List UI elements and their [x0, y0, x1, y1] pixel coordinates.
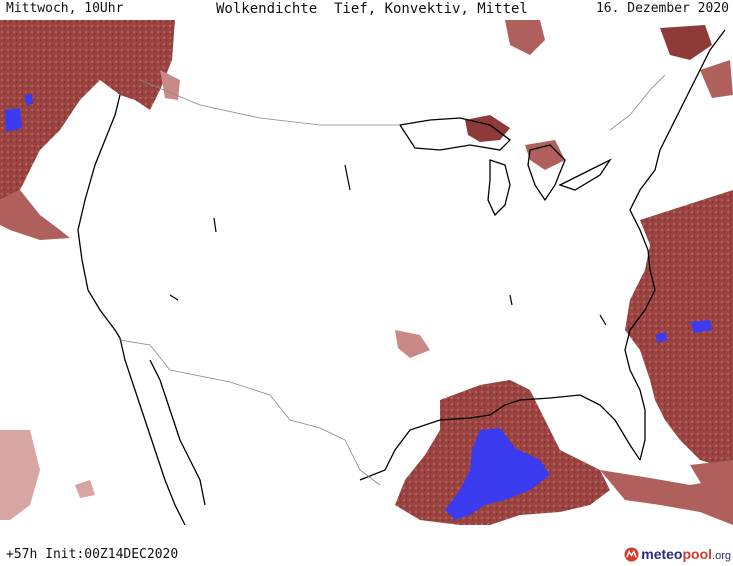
valid-date-label: 16. Dezember 2020 — [595, 1, 729, 16]
valid-day-label: Mittwoch, 10Uhr — [6, 1, 124, 16]
meteopool-logo[interactable]: meteopool.org — [624, 545, 731, 563]
cloud-field-northeast — [505, 20, 733, 98]
map-title: Wolkendichte Tief, Konvektiv, Mittel — [216, 1, 528, 17]
lake-dots — [169, 164, 607, 326]
great-lakes-outline — [398, 117, 612, 217]
model-run-info: +57h Init:00Z14DEC2020 — [6, 547, 179, 562]
coastlines — [77, 29, 726, 526]
cloud-field-nw — [0, 20, 180, 240]
cloud-field-southwest — [0, 430, 95, 520]
meteopool-logo-icon — [624, 546, 639, 562]
political-borders — [119, 74, 666, 486]
cloud-density-map — [0, 20, 733, 526]
convective-cells — [5, 94, 712, 520]
meteopool-logo-text: meteopool.org — [641, 546, 731, 562]
